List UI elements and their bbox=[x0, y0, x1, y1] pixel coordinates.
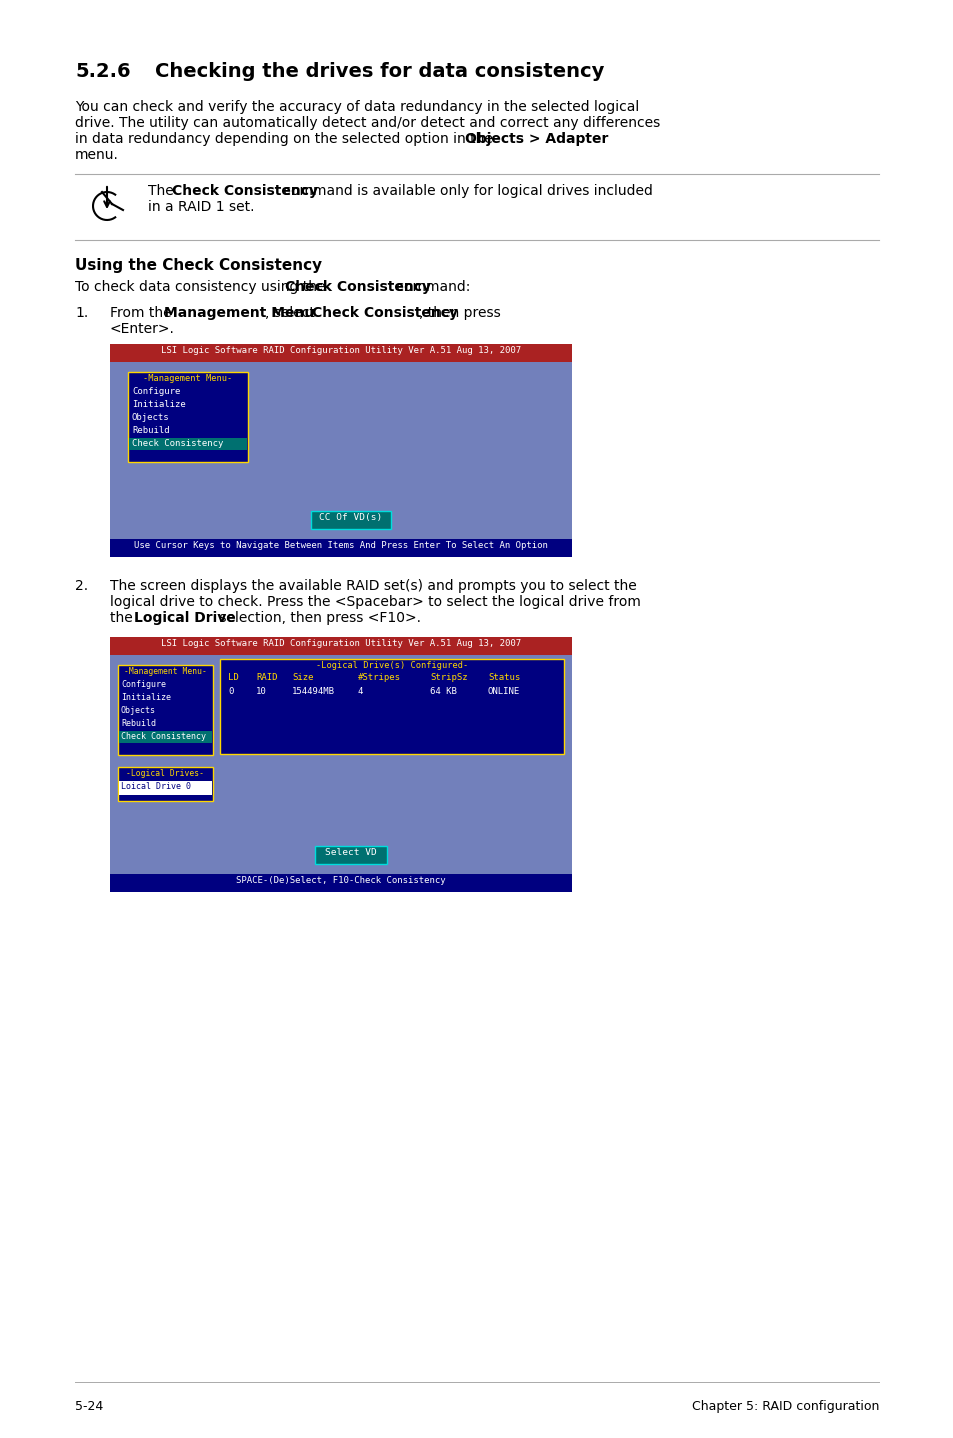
Text: LD: LD bbox=[228, 673, 238, 682]
Bar bbox=[311, 510, 391, 529]
Bar bbox=[110, 637, 572, 654]
Text: Status: Status bbox=[488, 673, 519, 682]
Text: Checking the drives for data consistency: Checking the drives for data consistency bbox=[154, 62, 604, 81]
Bar bbox=[129, 439, 247, 450]
Text: Objects > Adapter: Objects > Adapter bbox=[464, 132, 608, 147]
Text: Using the Check Consistency: Using the Check Consistency bbox=[75, 257, 322, 273]
Text: in data redundancy depending on the selected option in the: in data redundancy depending on the sele… bbox=[75, 132, 497, 147]
Text: Configure: Configure bbox=[132, 387, 180, 395]
Bar bbox=[128, 372, 248, 462]
Bar bbox=[110, 874, 572, 892]
Text: command:: command: bbox=[392, 280, 470, 293]
Text: Use Cursor Keys to Navigate Between Items And Press Enter To Select An Option: Use Cursor Keys to Navigate Between Item… bbox=[134, 541, 547, 549]
Text: RAID: RAID bbox=[255, 673, 277, 682]
Bar bbox=[110, 344, 572, 362]
Text: StripSz: StripSz bbox=[430, 673, 467, 682]
Text: CC Of VD(s): CC Of VD(s) bbox=[319, 513, 382, 522]
Bar bbox=[110, 539, 572, 557]
Text: 1.: 1. bbox=[75, 306, 89, 321]
Text: Logical Drive: Logical Drive bbox=[133, 611, 235, 626]
Text: 64 KB: 64 KB bbox=[430, 687, 456, 696]
Bar bbox=[118, 664, 213, 755]
Text: 154494MB: 154494MB bbox=[292, 687, 335, 696]
Text: -Management Menu-: -Management Menu- bbox=[143, 374, 233, 383]
Text: 10: 10 bbox=[255, 687, 267, 696]
Text: selection, then press <F10>.: selection, then press <F10>. bbox=[214, 611, 420, 626]
Text: LSI Logic Software RAID Configuration Utility Ver A.51 Aug 13, 2007: LSI Logic Software RAID Configuration Ut… bbox=[161, 638, 520, 649]
Bar bbox=[110, 344, 572, 557]
Text: Loical Drive 0: Loical Drive 0 bbox=[121, 782, 191, 791]
Text: Chapter 5: RAID configuration: Chapter 5: RAID configuration bbox=[691, 1401, 878, 1414]
Text: Initialize: Initialize bbox=[132, 400, 186, 408]
Text: The: The bbox=[148, 184, 178, 198]
Text: Check Consistency: Check Consistency bbox=[312, 306, 457, 321]
Text: -Management Menu-: -Management Menu- bbox=[124, 667, 207, 676]
Text: drive. The utility can automatically detect and/or detect and correct any differ: drive. The utility can automatically det… bbox=[75, 116, 659, 129]
Text: , select: , select bbox=[265, 306, 319, 321]
Text: Select VD: Select VD bbox=[325, 848, 376, 857]
Bar bbox=[220, 659, 563, 754]
Text: LSI Logic Software RAID Configuration Utility Ver A.51 Aug 13, 2007: LSI Logic Software RAID Configuration Ut… bbox=[161, 347, 520, 355]
Text: From the: From the bbox=[110, 306, 175, 321]
Text: Rebuild: Rebuild bbox=[121, 719, 156, 728]
Bar bbox=[119, 731, 212, 743]
Text: -Logical Drives-: -Logical Drives- bbox=[127, 769, 204, 778]
Text: The screen displays the available RAID set(s) and prompts you to select the: The screen displays the available RAID s… bbox=[110, 580, 636, 592]
Text: #Stripes: #Stripes bbox=[357, 673, 400, 682]
Text: , then press: , then press bbox=[418, 306, 500, 321]
Text: logical drive to check. Press the <Spacebar> to select the logical drive from: logical drive to check. Press the <Space… bbox=[110, 595, 640, 610]
Text: the: the bbox=[110, 611, 137, 626]
Text: Objects: Objects bbox=[121, 706, 156, 715]
Text: 2.: 2. bbox=[75, 580, 88, 592]
Text: Check Consistency: Check Consistency bbox=[121, 732, 206, 741]
Text: 4: 4 bbox=[357, 687, 363, 696]
Text: You can check and verify the accuracy of data redundancy in the selected logical: You can check and verify the accuracy of… bbox=[75, 101, 639, 114]
Text: Size: Size bbox=[292, 673, 314, 682]
Bar bbox=[110, 637, 572, 892]
Text: SPACE-(De)Select, F10-Check Consistency: SPACE-(De)Select, F10-Check Consistency bbox=[236, 876, 445, 884]
Text: -Logical Drive(s) Configured-: -Logical Drive(s) Configured- bbox=[315, 661, 468, 670]
Text: 5-24: 5-24 bbox=[75, 1401, 103, 1414]
Bar bbox=[118, 766, 213, 801]
Text: 0: 0 bbox=[228, 687, 233, 696]
Text: command is available only for logical drives included: command is available only for logical dr… bbox=[278, 184, 652, 198]
Text: ONLINE: ONLINE bbox=[488, 687, 519, 696]
Text: Configure: Configure bbox=[121, 680, 166, 689]
Text: Initialize: Initialize bbox=[121, 693, 171, 702]
Text: Check Consistency: Check Consistency bbox=[132, 439, 223, 449]
Bar bbox=[119, 781, 212, 795]
Text: <Enter>.: <Enter>. bbox=[110, 322, 174, 336]
Text: menu.: menu. bbox=[75, 148, 119, 162]
Text: Management Menu: Management Menu bbox=[164, 306, 314, 321]
Text: To check data consistency using the: To check data consistency using the bbox=[75, 280, 330, 293]
Bar bbox=[314, 846, 387, 864]
Text: Objects: Objects bbox=[132, 413, 170, 421]
Text: Check Consistency: Check Consistency bbox=[285, 280, 431, 293]
Text: Rebuild: Rebuild bbox=[132, 426, 170, 436]
Text: in a RAID 1 set.: in a RAID 1 set. bbox=[148, 200, 254, 214]
Text: 5.2.6: 5.2.6 bbox=[75, 62, 131, 81]
Text: Check Consistency: Check Consistency bbox=[172, 184, 317, 198]
